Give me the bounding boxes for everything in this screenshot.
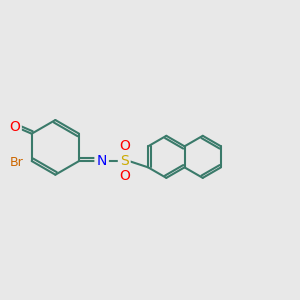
Text: Br: Br <box>10 156 24 169</box>
Text: S: S <box>120 154 129 168</box>
Text: O: O <box>119 139 130 153</box>
Text: N: N <box>97 154 107 168</box>
Text: O: O <box>9 120 20 134</box>
Text: O: O <box>119 169 130 183</box>
